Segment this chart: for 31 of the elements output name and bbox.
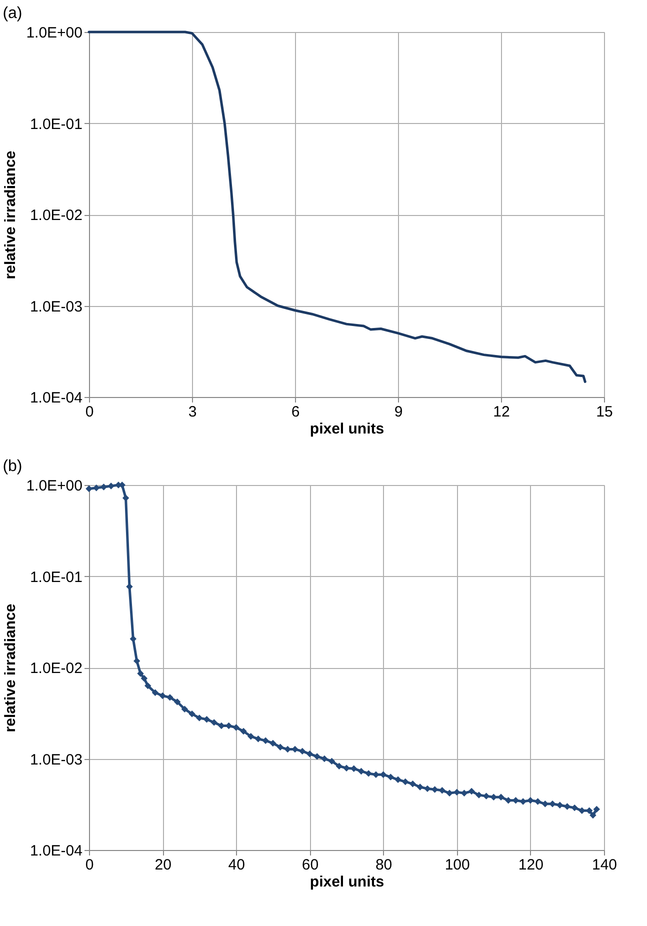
x-tick-label: 15: [596, 404, 613, 420]
y-tick-label: 1.0E-02: [30, 207, 82, 224]
y-tick-label: 1.0E-01: [30, 568, 82, 586]
chart-title: (b): [2, 458, 22, 475]
y-tick-label: 1.0E-04: [30, 390, 82, 406]
line-series: [88, 30, 586, 383]
x-tick-label: 80: [375, 856, 392, 874]
x-tick-label: 9: [394, 404, 403, 420]
y-axis-title: relative irradiance: [2, 604, 20, 732]
y-tick-label: 1.0E-03: [30, 298, 82, 316]
x-tick-label: 12: [493, 404, 510, 420]
x-axis-title: pixel units: [310, 874, 384, 890]
x-tick-label: 3: [188, 404, 197, 420]
y-tick-label: 1.0E+00: [26, 24, 82, 42]
y-tick-label: 1.0E-02: [30, 660, 82, 677]
x-tick-label: 60: [302, 856, 319, 874]
x-tick-label: 120: [518, 856, 544, 874]
y-tick-label: 1.0E-03: [30, 751, 82, 768]
x-tick-label: 0: [85, 404, 94, 420]
y-tick-label: 1.0E-01: [30, 116, 82, 133]
x-tick-label: 0: [85, 856, 94, 874]
x-tick-label: 140: [592, 856, 618, 874]
x-tick-label: 6: [291, 404, 300, 420]
x-tick-label: 40: [228, 856, 245, 874]
x-tick-label: 20: [154, 856, 172, 874]
chart-title: (a): [2, 5, 22, 22]
x-axis-title: pixel units: [310, 420, 384, 438]
x-tick-label: 100: [444, 856, 470, 874]
y-axis-title: relative irradiance: [2, 150, 20, 280]
y-tick-label: 1.0E+00: [26, 478, 82, 494]
y-tick-label: 1.0E-04: [30, 842, 82, 860]
